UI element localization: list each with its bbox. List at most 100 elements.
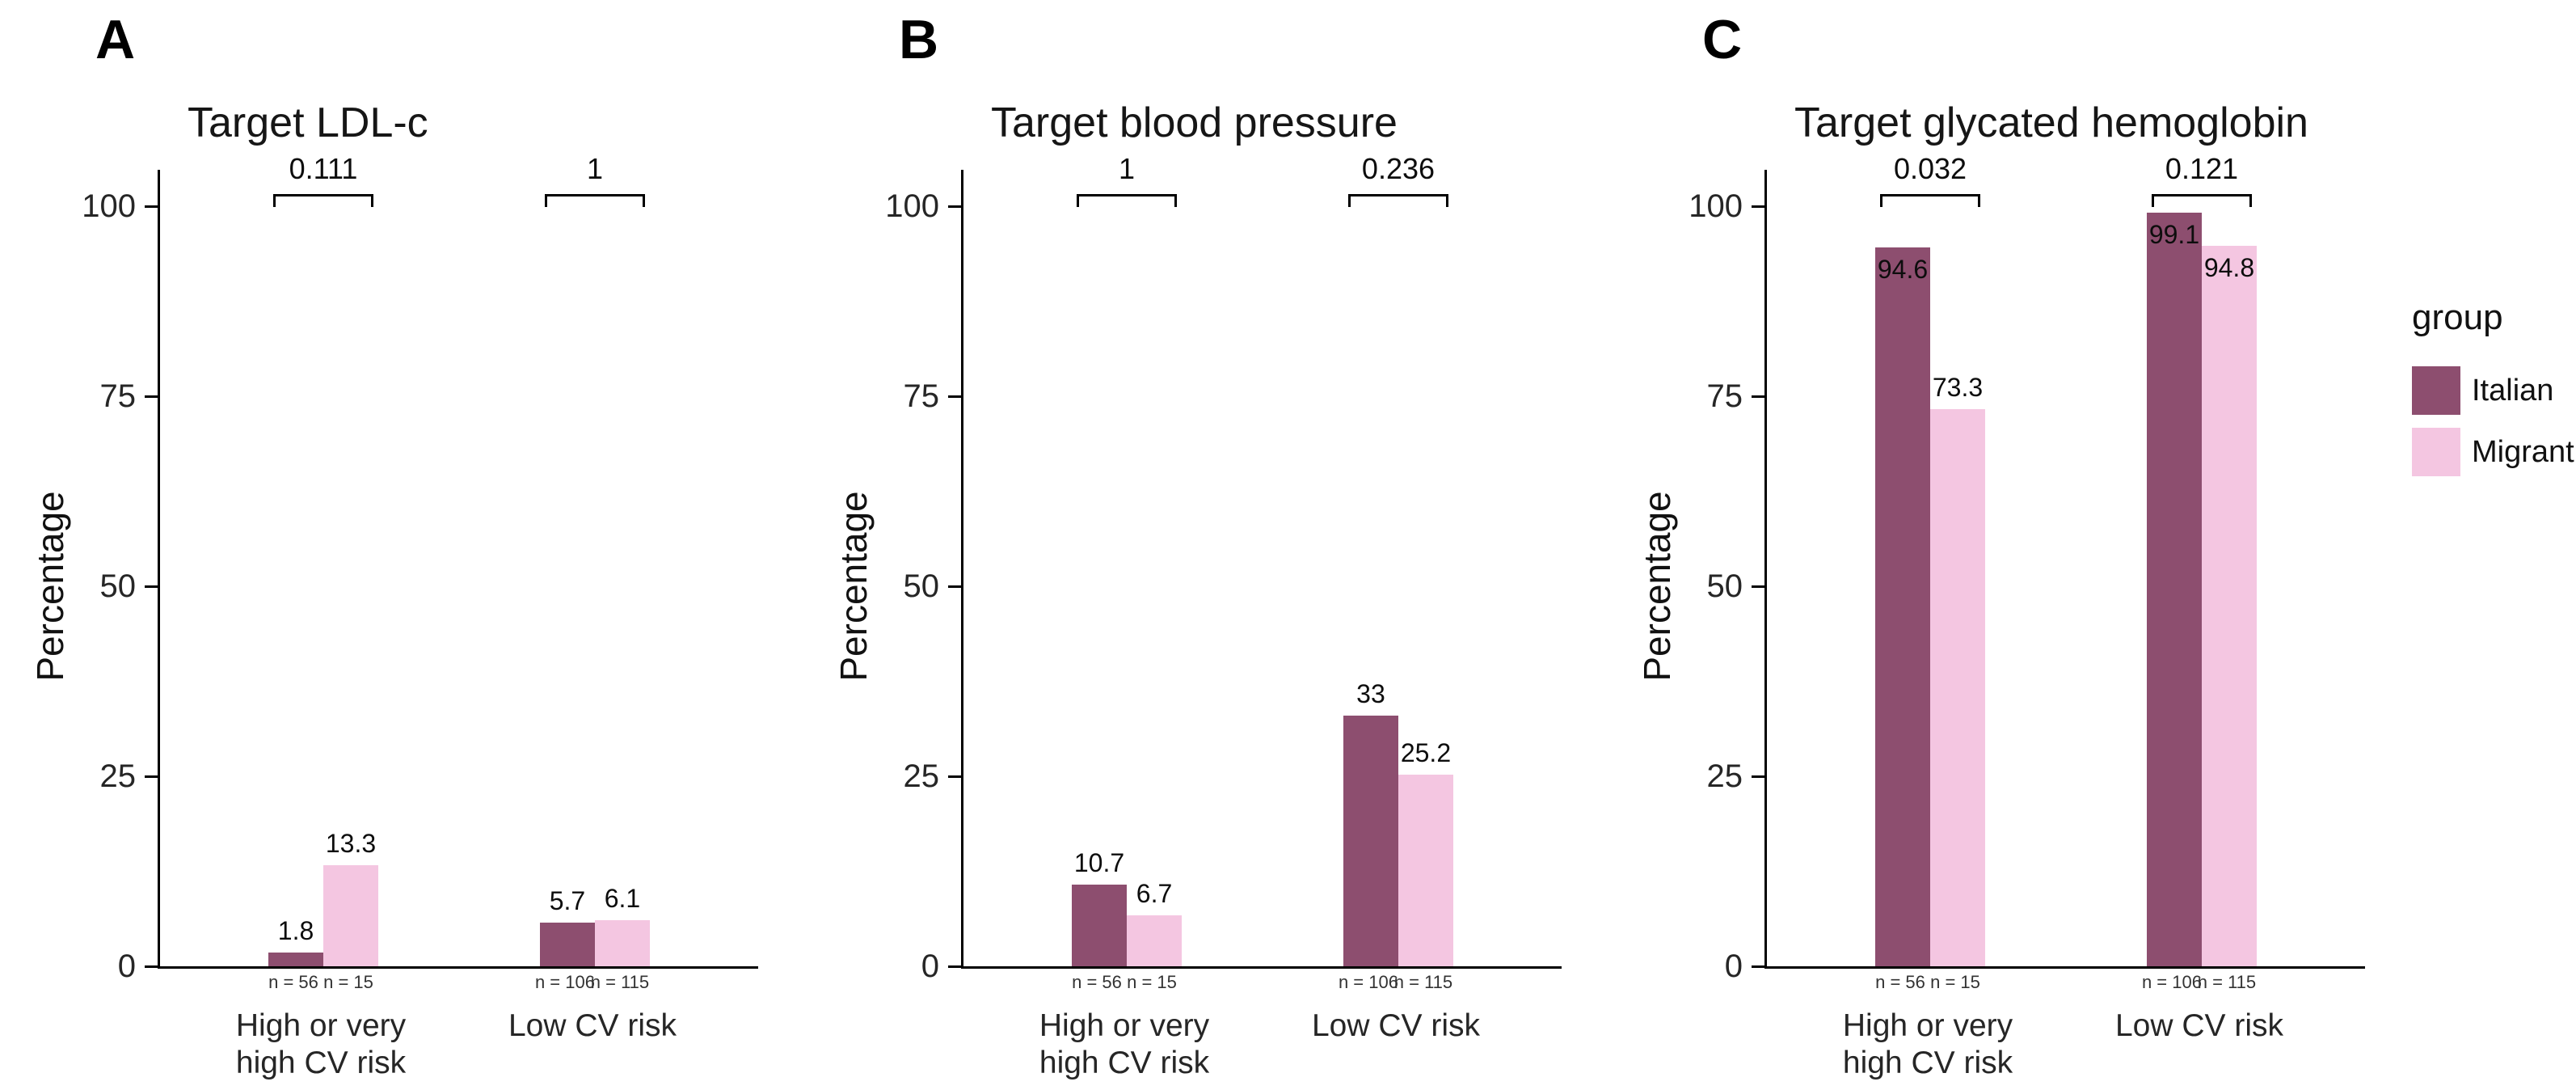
plot-area-b: 10.7 6.7 1 33 25.2 0.236 [961, 154, 1562, 969]
panel-title-b: Target blood pressure [991, 99, 1398, 146]
bar-italian [1072, 885, 1128, 966]
y-tick-label: 100 [82, 188, 136, 224]
p-value-label: 1 [586, 152, 603, 185]
y-tick-label: 50 [99, 568, 137, 604]
y-tick-label: 25 [99, 758, 137, 794]
y-tick-label: 50 [1706, 568, 1743, 604]
bar-value-label: 5.7 [549, 886, 586, 916]
bar-value-label: 6.1 [604, 883, 641, 913]
panel-title-a: Target LDL-c [188, 99, 428, 146]
y-tick-mark [145, 205, 158, 208]
sample-size-label: n = 15 [323, 972, 373, 992]
x-category-label: High or very high CV risk [1039, 1008, 1210, 1080]
bar-value-label: 13.3 [325, 828, 377, 858]
p-value-bracket [2151, 194, 2252, 207]
bar-italian [2146, 213, 2202, 966]
legend-item-migrant: Migrant [2412, 427, 2574, 477]
panel-letter-c: C [1702, 9, 1743, 70]
bar-migrant [323, 864, 379, 966]
y-tick-mark [948, 395, 961, 398]
bar-value-label: 25.2 [1400, 738, 1452, 768]
bar-value-label: 10.7 [1073, 848, 1125, 878]
p-value-label: 0.111 [289, 152, 358, 185]
legend-label-italian: Italian [2472, 373, 2554, 408]
y-tick-mark [145, 965, 158, 968]
bar-value-label: 73.3 [1932, 372, 1984, 402]
bar-value-label: 33 [1356, 678, 1385, 708]
bar-value-label: 99.1 [2148, 220, 2200, 250]
p-value-bracket [1880, 194, 1981, 207]
y-tick-mark [145, 395, 158, 398]
legend: group Italian Migrant [2410, 0, 2576, 1090]
y-tick-mark [145, 775, 158, 778]
legend-swatch-italian [2412, 366, 2460, 415]
plot-area-a: 1.8 13.3 0.111 5.7 6.1 1 [158, 154, 758, 969]
panel-c: C Target glycated hemoglobin Percentage … [1607, 0, 2410, 1090]
sample-size-label: n = 115 [1393, 972, 1453, 992]
panel-letter-a: A [95, 9, 136, 70]
p-value-bracket [1347, 194, 1448, 207]
y-tick-mark [145, 585, 158, 588]
sample-size-label: n = 56 [1875, 972, 1925, 992]
panel-letter-b: B [899, 9, 939, 70]
bar-italian [1875, 247, 1931, 966]
bar-value-label: 94.6 [1877, 254, 1929, 284]
bar-migrant [594, 919, 650, 966]
y-tick-label: 100 [885, 188, 939, 224]
p-value-label: 0.032 [1893, 152, 1967, 185]
sample-size-label: n = 106 [2141, 972, 2202, 992]
bar-italian [539, 923, 595, 966]
x-category-label: High or very high CV risk [1842, 1008, 2013, 1080]
sample-size-label: n = 56 [1072, 972, 1122, 992]
y-tick-mark [1752, 585, 1764, 588]
sample-size-label: n = 106 [1338, 972, 1398, 992]
x-category-label: High or very high CV risk [235, 1008, 407, 1080]
p-value-bracket [544, 194, 645, 207]
y-tick-mark [1752, 205, 1764, 208]
p-value-bracket [1077, 194, 1178, 207]
bar-migrant [1127, 915, 1183, 966]
p-value-label: 1 [1119, 152, 1136, 185]
y-tick-label: 75 [903, 378, 940, 414]
sample-size-label: n = 56 [268, 972, 318, 992]
p-value-label: 0.236 [1361, 152, 1436, 185]
y-tick-label: 50 [903, 568, 940, 604]
x-category-label: Low CV risk [2114, 1008, 2283, 1043]
y-tick-label: 75 [99, 378, 137, 414]
y-tick-mark [948, 775, 961, 778]
y-tick-label: 0 [921, 948, 939, 984]
legend-label-migrant: Migrant [2472, 434, 2574, 469]
y-tick-mark [948, 205, 961, 208]
plot-area-c: 94.6 73.3 0.032 99.1 94.8 0.121 [1764, 154, 2365, 969]
y-tick-mark [948, 965, 961, 968]
y-tick-label: 100 [1689, 188, 1743, 224]
p-value-label: 0.121 [2165, 152, 2239, 185]
bar-value-label: 6.7 [1136, 879, 1173, 909]
sample-size-label: n = 15 [1127, 972, 1177, 992]
y-tick-label: 0 [1724, 948, 1743, 984]
y-tick-label: 25 [903, 758, 940, 794]
p-value-bracket [273, 194, 374, 207]
bar-italian [1343, 715, 1398, 966]
legend-item-italian: Italian [2412, 365, 2553, 416]
legend-swatch-migrant [2412, 428, 2460, 476]
sample-size-label: n = 115 [2197, 972, 2257, 992]
x-category-label: Low CV risk [1311, 1008, 1480, 1043]
bar-migrant [1930, 408, 1986, 966]
x-category-label: Low CV risk [508, 1008, 677, 1043]
y-tick-label: 75 [1706, 378, 1743, 414]
bar-value-label: 94.8 [2203, 252, 2255, 282]
sample-size-label: n = 106 [534, 972, 595, 992]
bar-italian [268, 953, 324, 966]
y-tick-mark [1752, 775, 1764, 778]
bar-migrant [1398, 775, 1453, 966]
legend-title: group [2412, 298, 2503, 337]
bar-value-label: 1.8 [277, 916, 314, 946]
panel-b: B Target blood pressure Percentage 10.7 6… [803, 0, 1607, 1090]
panel-a: A Target LDL-c Percentage 1.8 13.3 0.111 5.… [0, 0, 803, 1090]
y-tick-mark [1752, 395, 1764, 398]
y-tick-label: 0 [117, 948, 136, 984]
sample-size-label: n = 115 [590, 972, 650, 992]
y-tick-label: 25 [1706, 758, 1743, 794]
